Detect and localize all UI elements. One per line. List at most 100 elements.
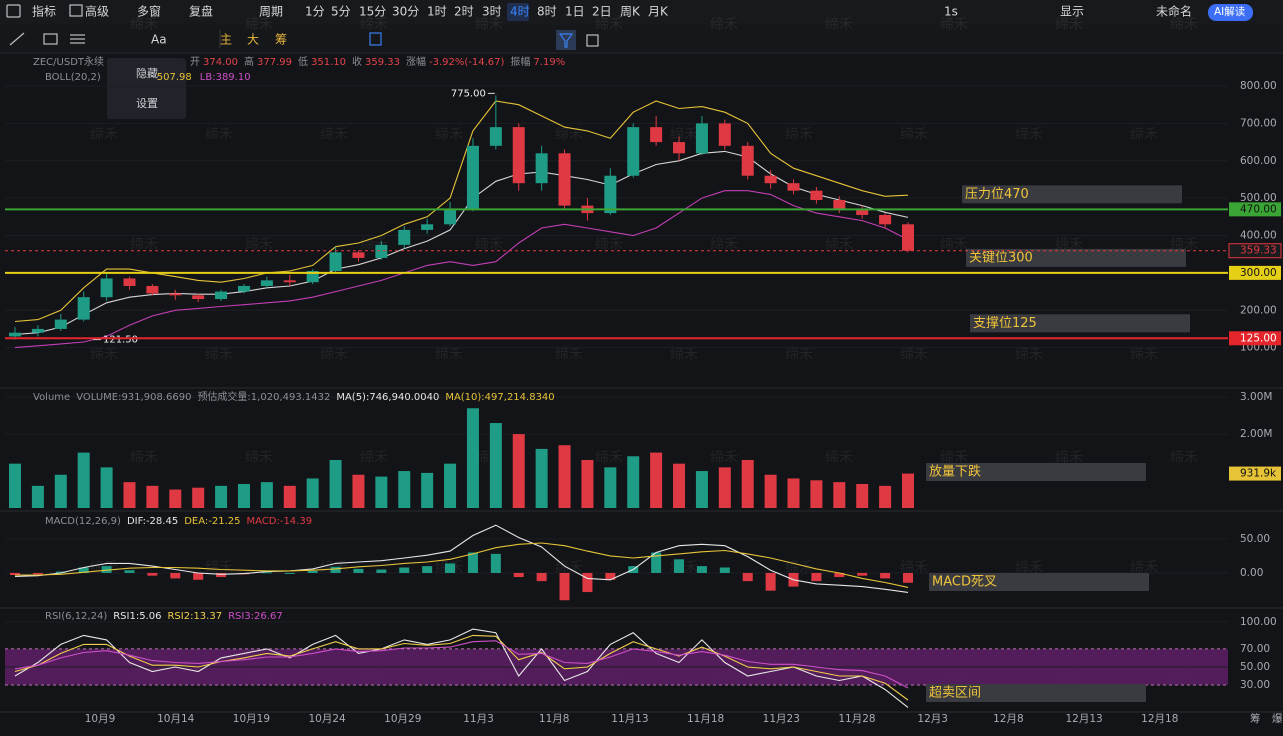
candle-body <box>398 229 411 245</box>
quote-label: 涨幅 <box>406 55 426 68</box>
drawing-tool[interactable]: Aa <box>151 33 167 47</box>
watermark: 缔禾 <box>555 126 583 143</box>
legend-item: MA(5):746,940.0040 <box>336 392 439 403</box>
context-menu[interactable] <box>107 58 186 119</box>
toolbar-item[interactable]: 指标 <box>32 4 56 19</box>
legend-item: DEA:-21.25 <box>184 516 240 527</box>
macd-bar <box>101 566 112 573</box>
watermark: 缔禾 <box>1055 236 1083 253</box>
volume-bar <box>581 459 594 508</box>
candle-body <box>673 142 686 154</box>
toolbar-item[interactable]: 周期 <box>259 5 283 19</box>
macd-bar <box>490 553 501 573</box>
volume-bar <box>9 463 21 508</box>
price-level-badge <box>1229 331 1281 346</box>
menu-hide[interactable]: 隐藏 <box>136 67 158 80</box>
drawing-tool[interactable]: 主 <box>220 33 232 47</box>
volume-bar <box>558 445 571 508</box>
volume-bar <box>77 452 90 508</box>
volume-badge <box>1229 466 1281 481</box>
y-tick-label: 200.00 <box>1240 304 1277 316</box>
toolbar-item[interactable]: 3时 <box>482 5 502 19</box>
candle-body <box>192 295 205 300</box>
watermark: 缔禾 <box>205 126 233 143</box>
volume-bar <box>856 483 869 508</box>
candle-body <box>512 127 525 184</box>
watermark: 缔禾 <box>435 346 463 363</box>
candle-body <box>627 127 640 176</box>
indicator-value: LB:389.10 <box>200 72 251 83</box>
toolbar-item[interactable]: 30分 <box>392 5 419 19</box>
y-tick-label: 500.00 <box>1240 192 1277 204</box>
watermark: 缔禾 <box>710 449 738 466</box>
x-tick-label: 11月23 <box>763 713 800 725</box>
toolbar-right-item[interactable]: 1s <box>944 5 958 19</box>
note-text: 关键位300 <box>969 250 1033 265</box>
panel-title: Volume <box>33 392 70 403</box>
candle-body <box>352 252 365 258</box>
corner-button[interactable]: 筹 <box>1250 712 1261 725</box>
toolbar-right-item[interactable]: AI解读 <box>1214 5 1246 18</box>
macd-bar <box>422 566 433 573</box>
toolbar-right-item[interactable]: 显示 <box>1060 5 1084 19</box>
watermark: 缔禾 <box>205 346 233 363</box>
macd-bar <box>261 572 272 574</box>
watermark: 缔禾 <box>900 346 928 363</box>
watermark: 缔禾 <box>475 236 503 253</box>
toolbar-right-item[interactable]: 未命名 <box>1156 4 1192 19</box>
toolbar-item[interactable]: 1日 <box>565 5 585 19</box>
toolbar-item[interactable]: 15分 <box>359 5 386 19</box>
note-text: 超卖区间 <box>929 686 981 701</box>
toolbar-item[interactable]: 4时 <box>510 5 530 19</box>
quote-label: 振幅 <box>510 55 530 68</box>
note-text: 压力位470 <box>965 187 1029 202</box>
boll-line <box>14 190 909 349</box>
toolbar-item[interactable]: 高级 <box>85 4 109 19</box>
toolbar-item[interactable]: 周K <box>620 5 641 19</box>
menu-settings[interactable]: 设置 <box>136 97 158 110</box>
toolbar-item[interactable]: 8时 <box>537 5 557 19</box>
toolbar-item[interactable]: 5分 <box>331 5 351 19</box>
watermark: 缔禾 <box>1170 16 1198 33</box>
boll-line <box>14 100 909 323</box>
candle-body <box>123 278 136 286</box>
candle-body <box>879 214 892 225</box>
x-tick-label: 12月8 <box>993 713 1024 725</box>
legend-item: RSI1:5.06 <box>113 611 161 622</box>
macd-bar <box>651 552 662 573</box>
volume-bar <box>764 474 777 508</box>
watermark: 缔禾 <box>825 16 853 33</box>
watermark: 缔禾 <box>595 236 623 253</box>
x-tick-label: 11月28 <box>838 713 875 725</box>
toolbar-item[interactable]: 1时 <box>427 5 447 19</box>
candle-body <box>260 280 273 286</box>
macd-bar <box>880 572 891 579</box>
toolbar-item[interactable]: 复盘 <box>189 4 213 19</box>
corner-button[interactable]: 爆 <box>1272 712 1283 725</box>
quote-value: 351.10 <box>311 57 346 68</box>
ai-button-bg <box>1208 4 1253 21</box>
x-tick-label: 10月29 <box>384 713 421 725</box>
toolbar-item[interactable]: 月K <box>648 5 669 19</box>
indicator-header: BOLL(20,2) 507.98 LB:389.10 <box>45 72 251 83</box>
toolbar-item[interactable]: 2时 <box>454 5 474 19</box>
toolbar-item[interactable]: 多窗 <box>137 5 161 19</box>
volume-bar <box>535 448 548 508</box>
price-level-badge <box>1229 202 1281 217</box>
macd-bar <box>284 572 295 574</box>
legend-item: MACD:-14.39 <box>246 516 312 527</box>
drawing-tool[interactable]: 大 <box>247 33 259 47</box>
x-tick-label: 12月18 <box>1141 713 1178 725</box>
toolbar-item[interactable]: 2日 <box>592 5 612 19</box>
watermark: 缔禾 <box>670 126 698 143</box>
candle-body <box>856 209 869 215</box>
watermark: 缔禾 <box>435 126 463 143</box>
drawing-tool[interactable]: 筹 <box>275 33 287 47</box>
legend-item: 预估成交量:1,020,493.1432 <box>197 390 330 403</box>
toolbar-item[interactable]: 1分 <box>305 5 325 19</box>
watermark: 缔禾 <box>670 346 698 363</box>
candle-body <box>810 190 823 201</box>
macd-bar <box>10 572 20 575</box>
x-tick-label: 11月8 <box>539 713 570 725</box>
